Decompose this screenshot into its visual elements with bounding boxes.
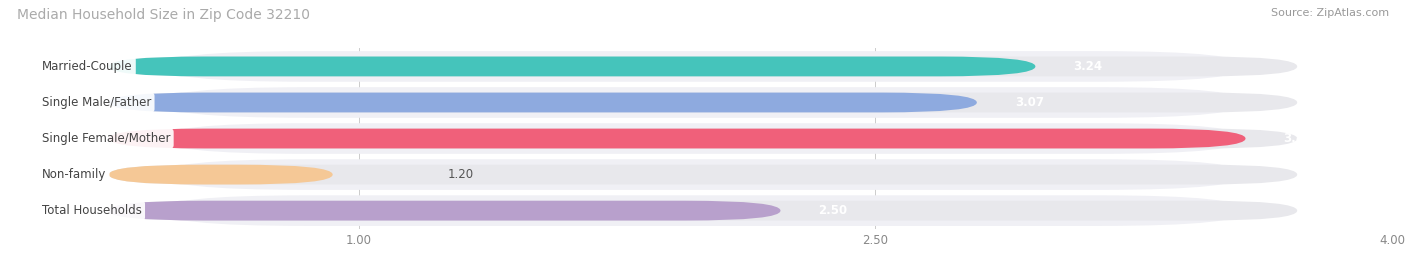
FancyBboxPatch shape: [108, 93, 1298, 112]
FancyBboxPatch shape: [108, 129, 1298, 148]
Text: Source: ZipAtlas.com: Source: ZipAtlas.com: [1271, 8, 1389, 18]
Text: Married-Couple: Married-Couple: [42, 60, 132, 73]
FancyBboxPatch shape: [160, 51, 1246, 82]
Text: 3.85: 3.85: [1284, 132, 1313, 145]
FancyBboxPatch shape: [108, 165, 333, 185]
Text: 1.20: 1.20: [449, 168, 474, 181]
Text: Single Female/Mother: Single Female/Mother: [42, 132, 170, 145]
Text: Non-family: Non-family: [42, 168, 105, 181]
Text: Total Households: Total Households: [42, 204, 142, 217]
FancyBboxPatch shape: [160, 195, 1246, 226]
FancyBboxPatch shape: [160, 159, 1246, 190]
Text: 2.50: 2.50: [818, 204, 848, 217]
FancyBboxPatch shape: [108, 201, 1298, 221]
Text: 3.24: 3.24: [1073, 60, 1102, 73]
FancyBboxPatch shape: [108, 165, 1298, 185]
Text: Median Household Size in Zip Code 32210: Median Household Size in Zip Code 32210: [17, 8, 309, 22]
Text: Single Male/Father: Single Male/Father: [42, 96, 150, 109]
FancyBboxPatch shape: [108, 93, 977, 112]
Text: 3.07: 3.07: [1015, 96, 1045, 109]
FancyBboxPatch shape: [108, 56, 1035, 76]
FancyBboxPatch shape: [108, 56, 1298, 76]
FancyBboxPatch shape: [108, 129, 1246, 148]
FancyBboxPatch shape: [160, 123, 1246, 154]
FancyBboxPatch shape: [160, 87, 1246, 118]
FancyBboxPatch shape: [108, 201, 780, 221]
